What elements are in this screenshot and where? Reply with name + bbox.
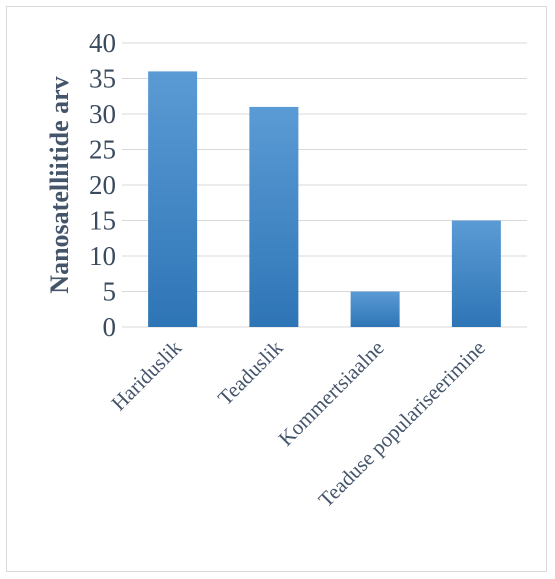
x-category-label: Teaduslik (213, 335, 288, 410)
y-tick-label: 0 (103, 312, 117, 342)
y-tick-label: 35 (89, 64, 116, 94)
y-tick-label: 10 (89, 241, 116, 271)
bar (249, 106, 299, 328)
y-tick-label: 40 (89, 28, 116, 58)
x-category-label: Hariduslik (107, 335, 187, 415)
y-tick-label: 15 (89, 206, 116, 236)
x-axis-categories: Hariduslik TeaduslikKommertsiaalneTeaduse… (107, 335, 490, 512)
bar (148, 71, 198, 328)
bars (148, 71, 501, 328)
y-tick-label: 5 (103, 277, 117, 307)
y-axis-label: Nanosatelliitide arv (45, 76, 74, 293)
x-category-label: Teaduse populariseerimine (314, 336, 490, 512)
y-tick-label: 30 (89, 99, 116, 129)
y-tick-label: 20 (89, 170, 116, 200)
y-axis-ticks: 0 5 10 15 20 25 30 35 40 (89, 28, 116, 342)
bar (350, 291, 400, 327)
x-category-label: Kommertsiaalne (274, 336, 389, 451)
bar (451, 220, 501, 327)
y-tick-label: 25 (89, 135, 116, 165)
